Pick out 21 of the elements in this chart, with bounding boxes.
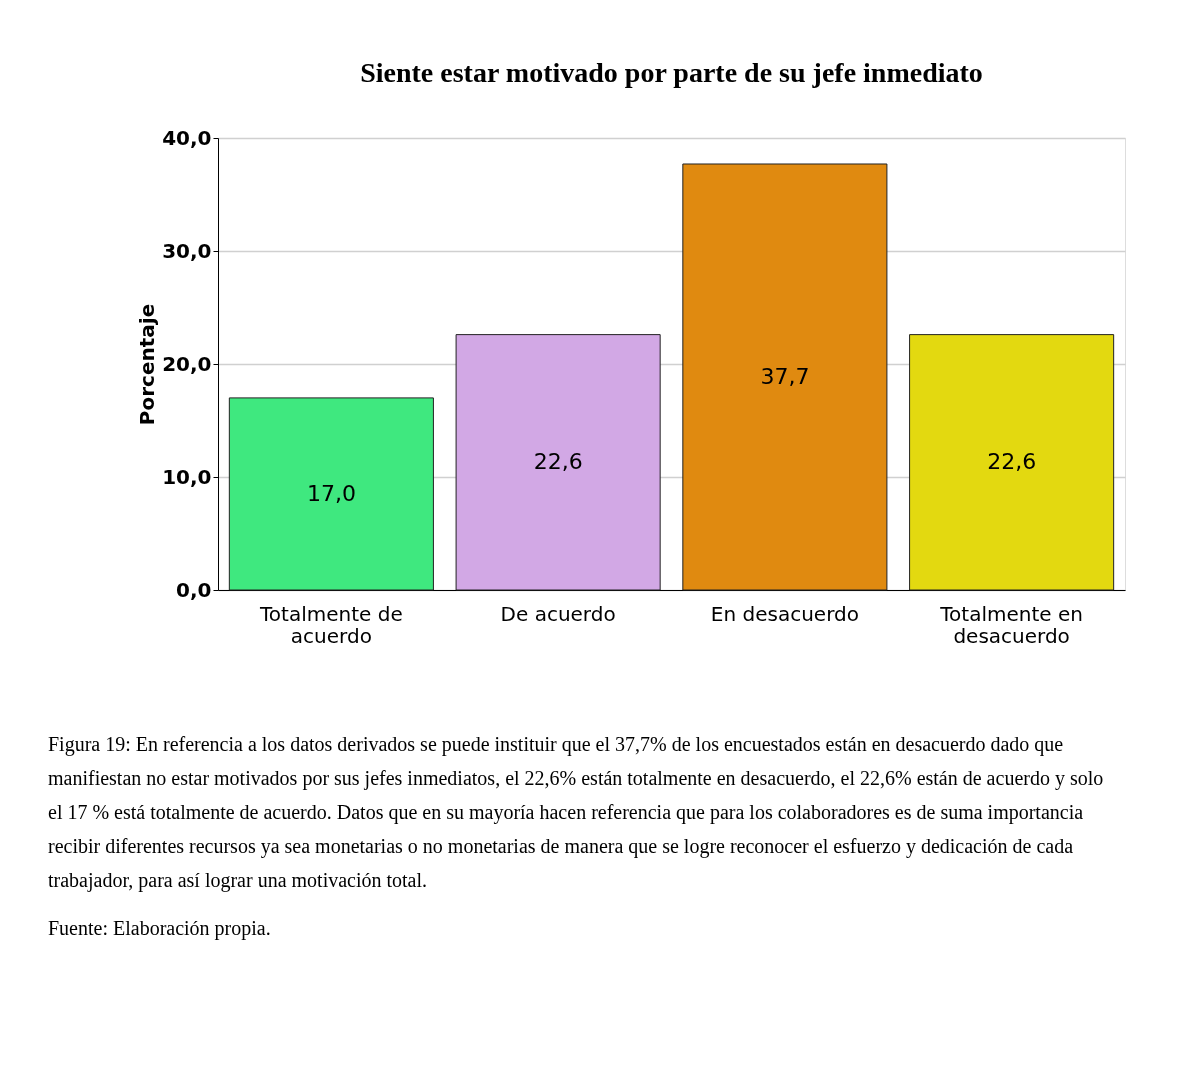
data-label: 17,0 (306, 480, 356, 506)
data-label: 22,6 (987, 449, 1037, 475)
source-note: Fuente: Elaboración propia. (48, 917, 271, 940)
bar (909, 334, 1115, 591)
y-tick-label: 20,0 (162, 351, 212, 376)
bar (682, 163, 888, 591)
data-label: 22,6 (533, 449, 583, 475)
bar (228, 397, 434, 591)
y-tick-label: 30,0 (162, 238, 212, 263)
y-axis-title: Porcentaje (135, 303, 160, 426)
x-tick-label: Totalmente en desacuerdo (939, 601, 1083, 648)
text: Figura 19: En referencia a los datos derivados se puede instituir que el 37,7% de los encuestados están en desacuerdo dado que manifiestan no estar motivados por sus jefes inmediatos, el 22,6% están totalmente en desacuerdo, el 22,6% están de acuerdo y solo el 17 % está totalmente de acuerdo. Datos que en su mayoría hacen referencia que para los colaboradores es de suma importancia recibir diferentes recursos ya sea monetarias o no monetarias de manera que se logre reconocer el esfuerzo y dedicación de cada trabajador, para así lograr una motivación total. (48, 733, 1104, 892)
y-tick-label: 0,0 (176, 577, 212, 602)
x-tick-label: En desacuerdo (710, 601, 859, 626)
x-tick-label: De acuerdo (500, 601, 616, 626)
chart-title: Siente estar motivado por parte de su jefe inmediato (360, 57, 983, 88)
bar (455, 334, 661, 591)
data-label: 37,7 (760, 363, 810, 389)
y-tick-label: 10,0 (162, 464, 212, 489)
y-tick-label: 40,0 (162, 125, 212, 150)
x-tick-label: Totalmente de acuerdo (259, 601, 403, 648)
